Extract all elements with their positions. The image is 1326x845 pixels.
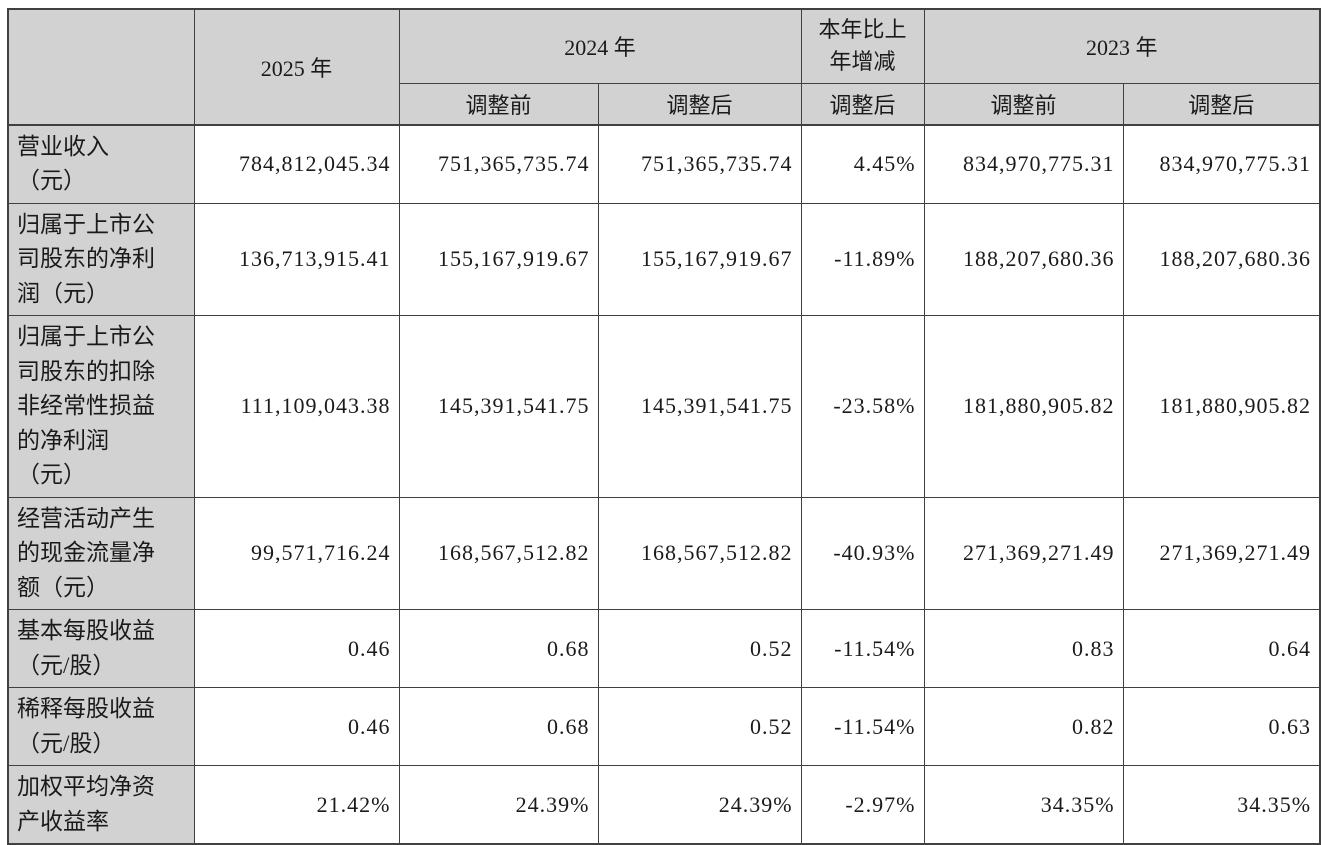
header-2024-adjust-after: 调整后	[597, 82, 802, 125]
header-2023-adjust-before: 调整前	[923, 82, 1124, 125]
row-label: 基本每股收益 （元/股）	[7, 609, 195, 688]
value-2023-before: 0.83	[923, 609, 1124, 688]
value-yoy-change: -2.97%	[800, 765, 925, 845]
value-2024-before: 168,567,512.82	[398, 496, 599, 610]
table-row-net-profit: 归属于上市公 司股东的净利 润（元） 136,713,915.41 155,16…	[7, 202, 1321, 316]
header-year-2023: 2023 年	[923, 8, 1321, 84]
value-2023-after: 188,207,680.36	[1122, 202, 1321, 316]
value-2024-after: 0.52	[597, 687, 802, 766]
value-2023-before: 188,207,680.36	[923, 202, 1124, 316]
corner-cell	[7, 8, 195, 125]
value-2024-after: 24.39%	[597, 765, 802, 845]
value-2025: 0.46	[193, 609, 400, 688]
financial-summary-table: 2025 年 2024 年 本年比上 年增减 2023 年 调整前 调整后 调整…	[7, 8, 1322, 845]
table-row-operating-revenue: 营业收入 （元） 784,812,045.34 751,365,735.74 7…	[7, 123, 1321, 204]
header-change-adjust-after: 调整后	[800, 82, 925, 125]
value-2025: 0.46	[193, 687, 400, 766]
table-row-net-profit-excl-nonrecurring: 归属于上市公 司股东的扣除 非经常性损益 的净利润 （元） 111,109,04…	[7, 315, 1321, 498]
value-2023-after: 0.63	[1122, 687, 1321, 766]
row-label: 归属于上市公 司股东的扣除 非经常性损益 的净利润 （元）	[7, 315, 195, 498]
value-2024-before: 145,391,541.75	[398, 315, 599, 498]
table-row-basic-eps: 基本每股收益 （元/股） 0.46 0.68 0.52 -11.54% 0.83…	[7, 609, 1321, 688]
table-row-diluted-eps: 稀释每股收益 （元/股） 0.46 0.68 0.52 -11.54% 0.82…	[7, 687, 1321, 766]
value-2023-after: 0.64	[1122, 609, 1321, 688]
value-2023-after: 34.35%	[1122, 765, 1321, 845]
row-label: 加权平均净资 产收益率	[7, 765, 195, 845]
value-2025: 21.42%	[193, 765, 400, 845]
value-2025: 784,812,045.34	[193, 123, 400, 204]
value-2023-before: 271,369,271.49	[923, 496, 1124, 610]
value-yoy-change: -40.93%	[800, 496, 925, 610]
row-label: 稀释每股收益 （元/股）	[7, 687, 195, 766]
value-2023-before: 181,880,905.82	[923, 315, 1124, 498]
value-2024-after: 155,167,919.67	[597, 202, 802, 316]
value-2024-after: 145,391,541.75	[597, 315, 802, 498]
financial-report-page: 2025 年 2024 年 本年比上 年增减 2023 年 调整前 调整后 调整…	[7, 8, 1322, 845]
header-year-2024: 2024 年	[398, 8, 802, 84]
value-2024-before: 0.68	[398, 609, 599, 688]
header-2023-adjust-after: 调整后	[1122, 82, 1321, 125]
header-yoy-change: 本年比上 年增减	[800, 8, 925, 84]
value-yoy-change: -23.58%	[800, 315, 925, 498]
value-yoy-change: 4.45%	[800, 123, 925, 204]
value-2023-before: 34.35%	[923, 765, 1124, 845]
value-2024-before: 155,167,919.67	[398, 202, 599, 316]
header-2024-adjust-before: 调整前	[398, 82, 599, 125]
value-2024-before: 24.39%	[398, 765, 599, 845]
header-year-2025: 2025 年	[193, 8, 400, 125]
value-2025: 136,713,915.41	[193, 202, 400, 316]
table-row-weighted-avg-roe: 加权平均净资 产收益率 21.42% 24.39% 24.39% -2.97% …	[7, 765, 1321, 845]
value-2024-before: 751,365,735.74	[398, 123, 599, 204]
value-2023-after: 271,369,271.49	[1122, 496, 1321, 610]
value-2024-after: 0.52	[597, 609, 802, 688]
value-2024-after: 751,365,735.74	[597, 123, 802, 204]
row-label: 归属于上市公 司股东的净利 润（元）	[7, 202, 195, 316]
value-2023-after: 834,970,775.31	[1122, 123, 1321, 204]
row-label: 经营活动产生 的现金流量净 额（元）	[7, 496, 195, 610]
table-row-operating-cash-flow: 经营活动产生 的现金流量净 额（元） 99,571,716.24 168,567…	[7, 496, 1321, 610]
value-2023-after: 181,880,905.82	[1122, 315, 1321, 498]
value-2023-before: 834,970,775.31	[923, 123, 1124, 204]
value-yoy-change: -11.54%	[800, 687, 925, 766]
value-2024-before: 0.68	[398, 687, 599, 766]
value-yoy-change: -11.54%	[800, 609, 925, 688]
row-label: 营业收入 （元）	[7, 123, 195, 204]
value-2024-after: 168,567,512.82	[597, 496, 802, 610]
value-yoy-change: -11.89%	[800, 202, 925, 316]
value-2025: 99,571,716.24	[193, 496, 400, 610]
value-2025: 111,109,043.38	[193, 315, 400, 498]
value-2023-before: 0.82	[923, 687, 1124, 766]
